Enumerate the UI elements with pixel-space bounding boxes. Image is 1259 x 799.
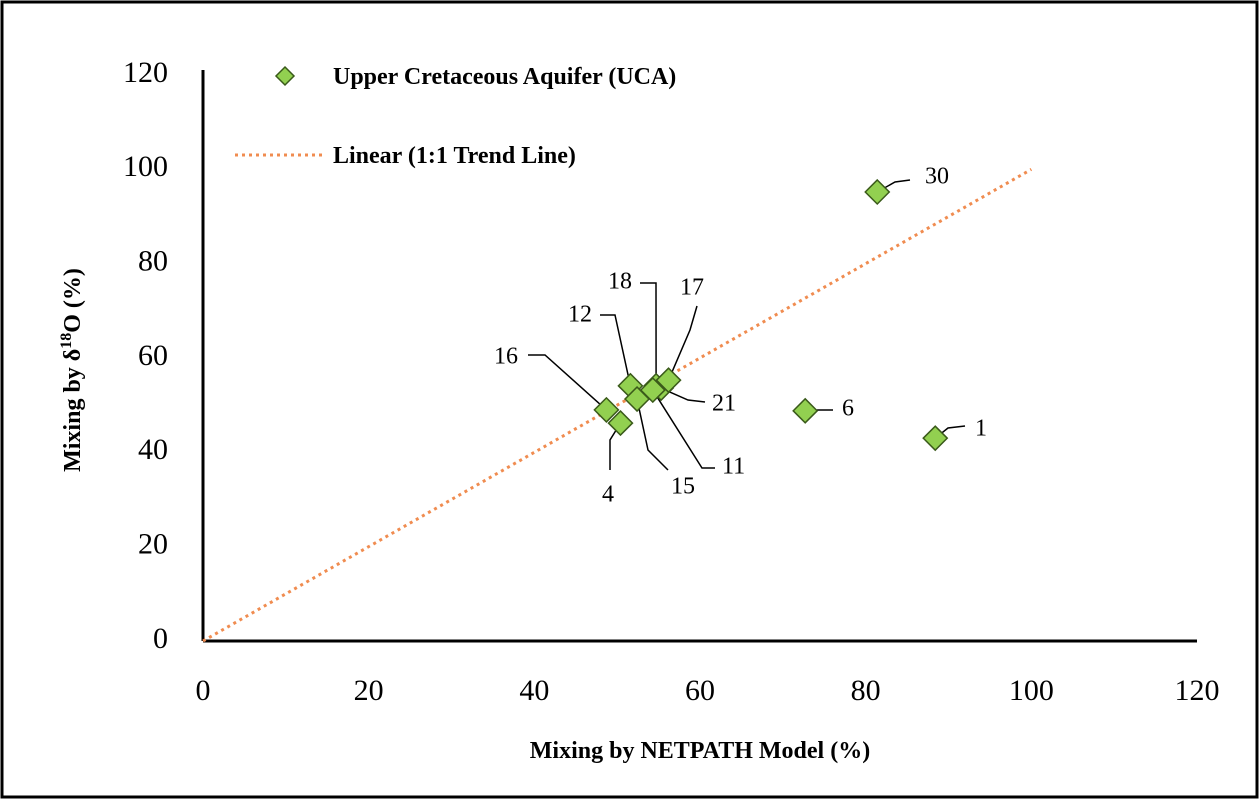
point-label: 16	[494, 344, 518, 370]
y-tick-label: 120	[123, 56, 168, 89]
y-axis-label: Mixing by δ18O (%)	[58, 268, 86, 472]
y-tick-label: 100	[123, 150, 168, 183]
x-tick-label: 120	[1175, 674, 1220, 707]
point	[792, 397, 819, 424]
point-label: 21	[712, 391, 736, 417]
x-tick-label: 40	[519, 674, 549, 707]
y-label-prefix: Mixing by δ	[60, 349, 86, 472]
x-tick-label: 20	[354, 674, 384, 707]
point	[655, 367, 682, 394]
legend-label: Upper Cretaceous Aquifer (UCA)	[333, 64, 676, 90]
x-tick-label: 80	[851, 674, 881, 707]
leader-line	[652, 389, 715, 469]
point-label: 17	[680, 275, 704, 301]
y-tick-label: 0	[153, 622, 168, 655]
y-tick-label: 20	[138, 528, 168, 561]
y-label-suffix: O (%)	[60, 268, 86, 333]
legend-label: Linear (1:1 Trend Line)	[333, 143, 576, 169]
y-tick-label: 80	[138, 245, 168, 278]
trend-line	[202, 168, 1033, 643]
x-axis-label: Mixing by NETPATH Model (%)	[530, 738, 870, 764]
point	[639, 377, 666, 404]
leader-line	[600, 314, 632, 386]
point-label: 4	[602, 482, 614, 508]
point	[593, 396, 620, 423]
y-tick-label: 60	[138, 339, 168, 372]
point-label: 15	[671, 474, 695, 500]
point-label: 12	[568, 302, 592, 328]
x-tick-label: 100	[1009, 674, 1054, 707]
leader-line	[636, 398, 669, 471]
x-tick-label: 0	[196, 674, 211, 707]
y-label-sup: 18	[58, 333, 75, 349]
leader-line	[667, 305, 698, 381]
point	[922, 425, 949, 452]
y-tick-label: 40	[138, 433, 168, 466]
point-label: 30	[925, 164, 949, 190]
point-label: 1	[975, 416, 987, 442]
point	[864, 178, 891, 206]
leader-line	[528, 354, 607, 411]
leader-line	[640, 282, 657, 386]
x-tick-label: 60	[685, 674, 715, 707]
point-label: 18	[608, 269, 632, 295]
legend-marker	[274, 65, 296, 87]
point	[607, 410, 634, 437]
point-label: 6	[842, 396, 854, 422]
point-label: 11	[722, 454, 745, 480]
